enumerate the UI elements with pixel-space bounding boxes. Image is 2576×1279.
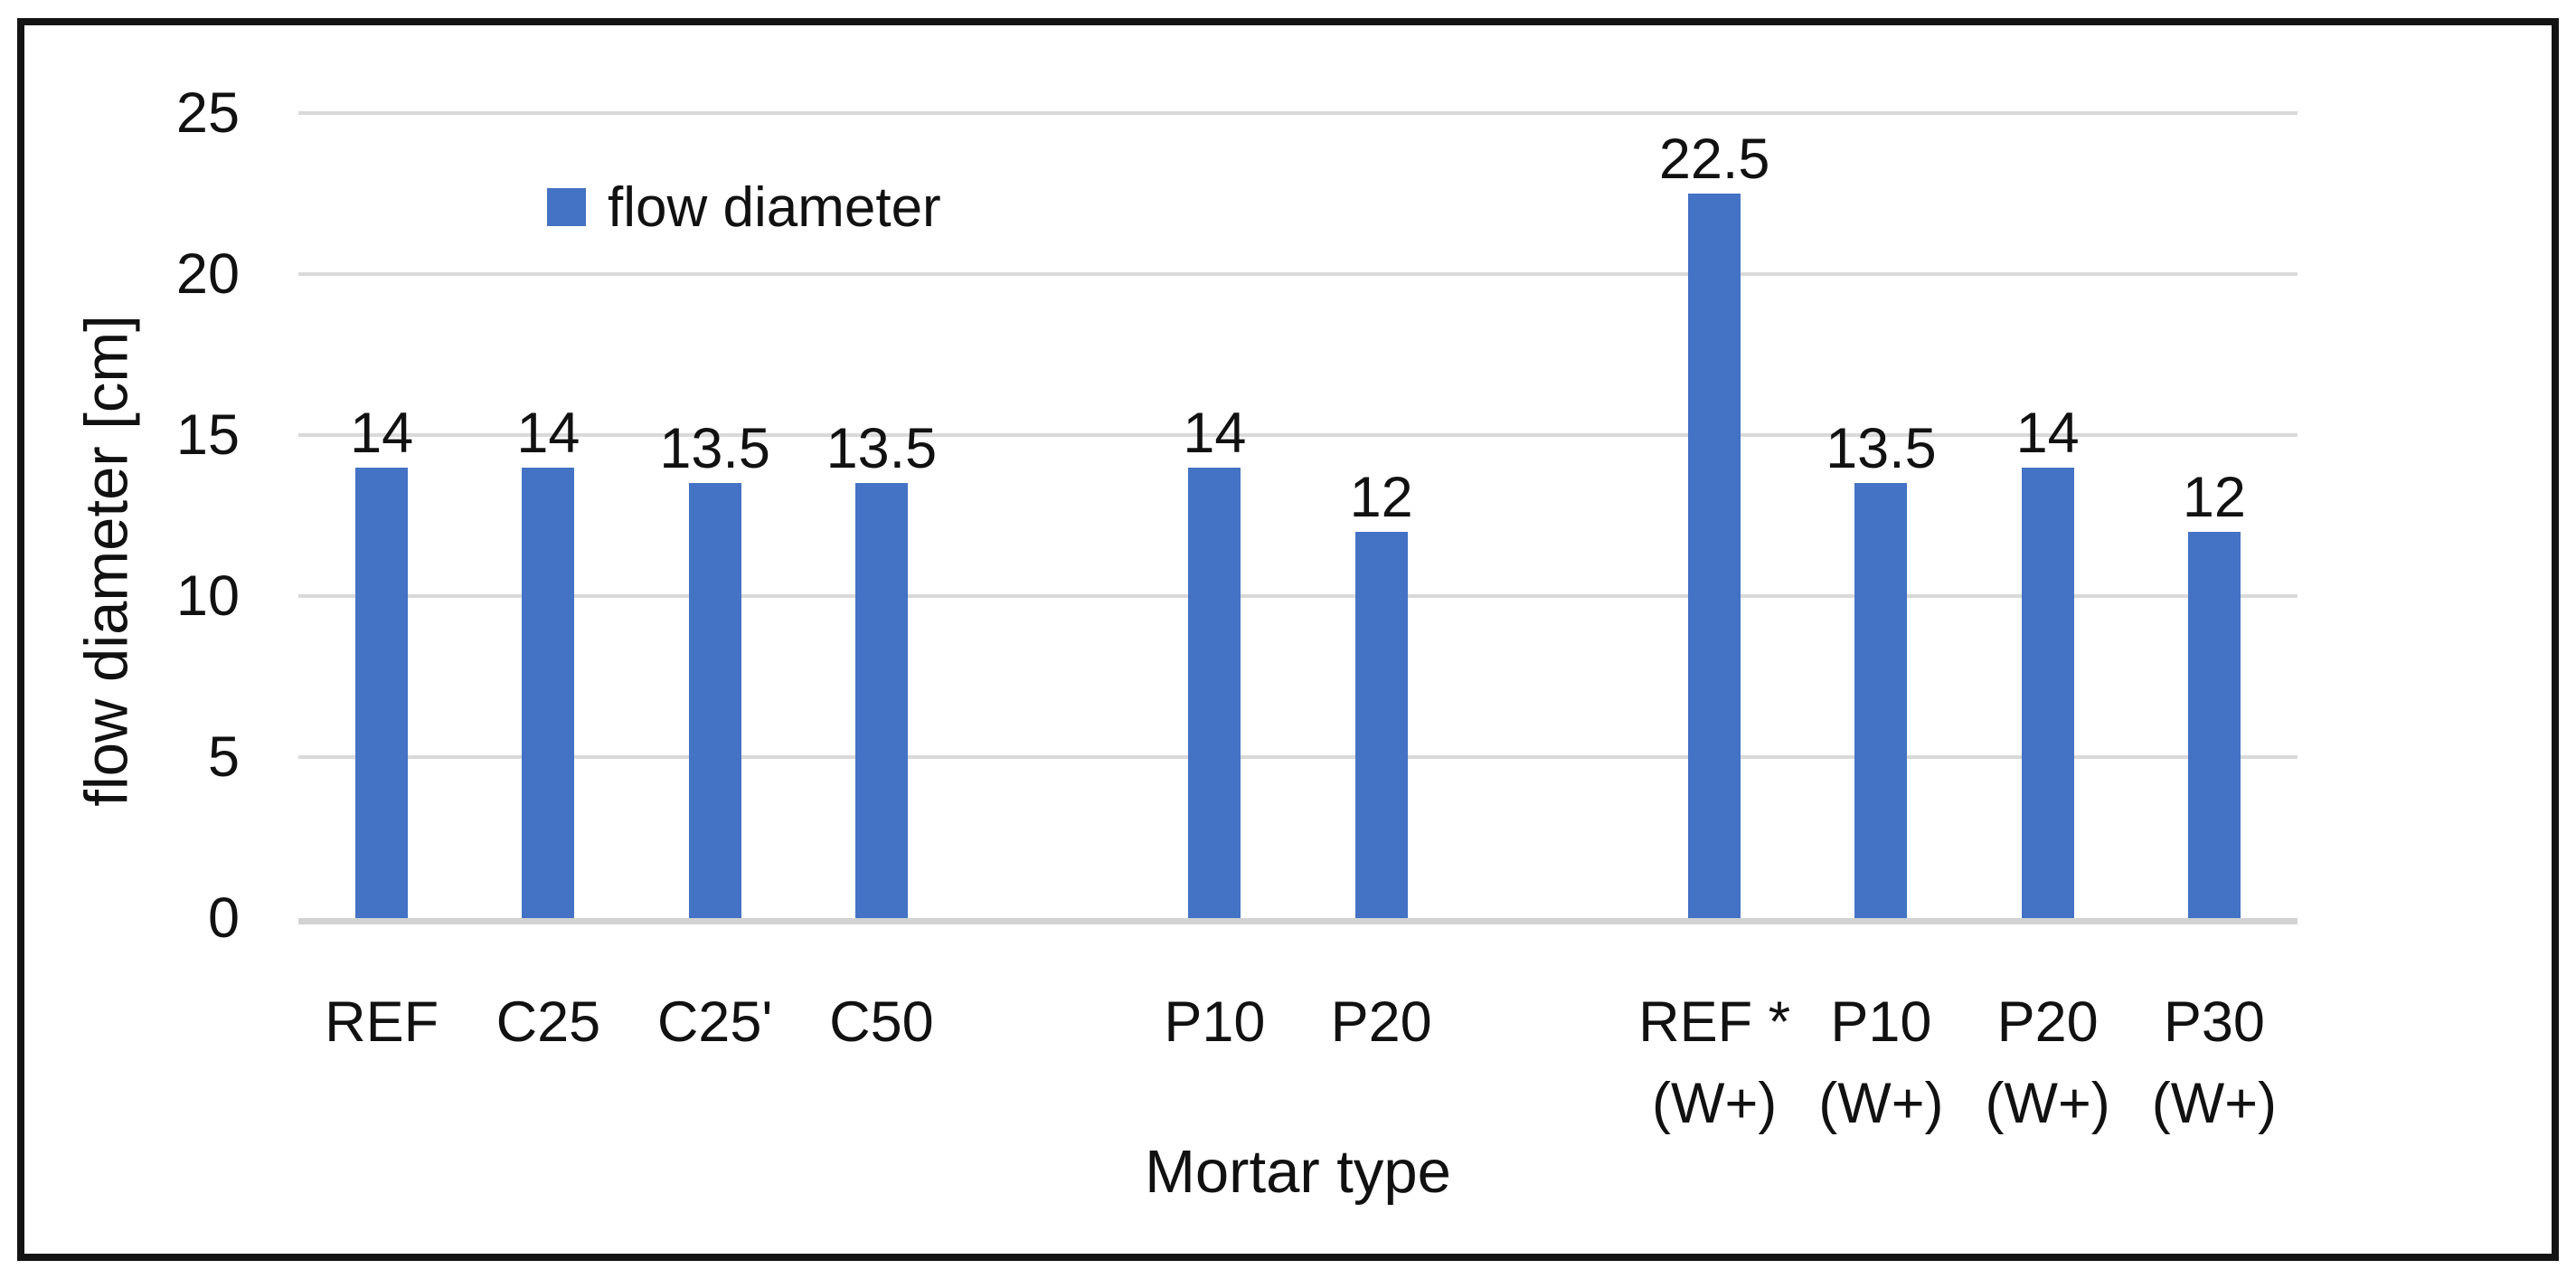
x-tick-line: (W+) (2151, 1072, 2277, 1135)
y-axis-title: flow diameter [cm] (72, 315, 141, 807)
gridline (298, 272, 2298, 276)
x-tick-label: P10 (W+) (1798, 981, 1964, 1144)
x-tick-line: REF * (1638, 990, 1791, 1054)
y-tick-label: 25 (175, 81, 240, 145)
x-tick-label: C25 (465, 981, 631, 1063)
bar-value-label: 13.5 (1826, 417, 1937, 481)
x-axis-title: Mortar type (1145, 1138, 1451, 1206)
x-axis-line (298, 918, 2298, 924)
bar-value-label: 14 (516, 401, 580, 465)
x-tick-label: REF * (W+) (1631, 981, 1798, 1144)
bar (355, 467, 409, 918)
gridline (298, 111, 2298, 115)
x-tick-line: C25' (656, 990, 773, 1054)
x-tick-line: (W+) (1985, 1072, 2110, 1135)
x-tick-line: P10 (1164, 990, 1266, 1054)
bar-value-label: 12 (2182, 465, 2246, 529)
x-tick-label: P20 (W+) (1965, 981, 2131, 1144)
legend: flow diameter (547, 176, 941, 239)
bar (2021, 467, 2074, 918)
x-tick-line: (W+) (1818, 1072, 1944, 1135)
gridline (298, 433, 2298, 437)
x-tick-line: P10 (1830, 990, 1932, 1054)
bar (1688, 194, 1741, 918)
gridline (298, 755, 2298, 759)
x-tick-label: P10 (1131, 981, 1297, 1063)
x-tick-line: P30 (2163, 990, 2265, 1054)
y-tick-label: 10 (175, 564, 240, 628)
bar (522, 467, 575, 918)
x-tick-line: C50 (829, 990, 934, 1054)
bar-value-label: 12 (1349, 465, 1413, 529)
x-tick-line: P20 (1996, 990, 2099, 1054)
bar (1354, 531, 1408, 918)
legend-swatch (547, 188, 586, 226)
x-tick-line: C25 (495, 990, 601, 1054)
bar (688, 483, 741, 918)
y-tick-label: 20 (175, 242, 240, 306)
bar-value-label: 14 (350, 401, 414, 465)
x-tick-line: REF (325, 990, 439, 1054)
gridline (298, 594, 2298, 598)
x-tick-label: C50 (798, 981, 965, 1063)
bar-value-label: 22.5 (1658, 128, 1770, 191)
legend-label: flow diameter (608, 175, 941, 239)
bar-value-label: 13.5 (659, 417, 770, 481)
y-tick-label: 15 (175, 403, 240, 467)
x-tick-line: (W+) (1652, 1072, 1778, 1135)
x-tick-label: P30 (W+) (2131, 981, 2298, 1144)
x-tick-label: REF (298, 981, 465, 1063)
x-tick-label: C25' (632, 981, 798, 1063)
bar (1188, 467, 1241, 918)
bar (1854, 483, 1908, 918)
bar-value-label: 14 (2015, 401, 2080, 465)
y-tick-label: 5 (207, 725, 240, 789)
chart-border (17, 18, 2559, 1261)
x-tick-label: P20 (1298, 981, 1465, 1063)
bar-value-label: 14 (1183, 401, 1247, 465)
y-tick-label: 0 (207, 886, 240, 950)
bar (854, 483, 908, 918)
x-tick-line: P20 (1330, 990, 1432, 1054)
bar (2187, 531, 2241, 918)
bar-value-label: 13.5 (826, 417, 938, 481)
